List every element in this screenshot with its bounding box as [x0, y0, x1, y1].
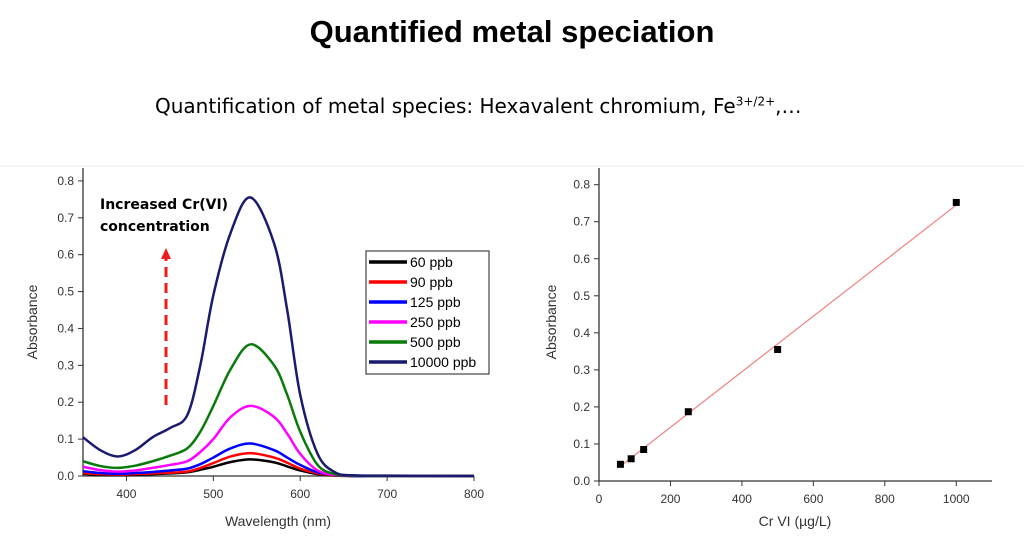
- subtitle-text: Quantification of metal species: Hexaval…: [155, 94, 736, 118]
- legend-label: 250 ppb: [410, 314, 461, 330]
- left-y-tick-label: 0.1: [57, 432, 74, 446]
- legend-box: [365, 250, 490, 375]
- right-y-tick-label: 0.7: [573, 215, 590, 229]
- right-x-tick-label: 400: [732, 492, 752, 506]
- annotation-line-2: concentration: [100, 219, 210, 235]
- data-point: [684, 408, 692, 416]
- right-y-axis-label: Absorbance: [543, 284, 559, 359]
- slide-title: Quantified metal speciation: [309, 14, 715, 49]
- right-x-tick-label: 600: [803, 492, 823, 506]
- right-x-tick-label: 1000: [943, 492, 970, 506]
- data-point: [640, 446, 648, 454]
- legend: 60 ppb 90 ppb 125 ppb 250 ppb 500 ppb 10000 p…: [365, 250, 490, 375]
- right-x-axis-label: Cr VI (µg/L): [759, 513, 832, 529]
- right-y-tick-label: 0.2: [573, 400, 590, 414]
- annotation-line-1: Increased Cr(VI): [100, 197, 228, 213]
- subtitle-superscript: 3+/2+: [735, 94, 776, 109]
- right-y-tick-label: 0.4: [573, 326, 590, 340]
- subtitle-ellipsis: ,…: [775, 94, 802, 118]
- left-x-tick-label: 600: [290, 487, 310, 501]
- right-x-tick-label: 800: [875, 492, 895, 506]
- slide-subtitle: Quantification of metal species: Hexaval…: [155, 94, 802, 118]
- annotation-arrow-head: [161, 248, 171, 259]
- left-x-tick-label: 700: [377, 487, 397, 501]
- right-y-tick-label: 0.5: [573, 289, 590, 303]
- right-y-tick-label: 0.6: [573, 252, 590, 266]
- right-x-tick-label: 200: [660, 492, 680, 506]
- left-y-tick-label: 0.6: [57, 248, 74, 262]
- legend-label: 90 ppb: [410, 274, 453, 290]
- legend-label: 500 ppb: [410, 334, 461, 350]
- right-x-tick-label: 0: [596, 492, 603, 506]
- legend-label: 125 ppb: [410, 294, 461, 310]
- right-y-tick-label: 0.1: [573, 437, 590, 451]
- data-point: [616, 460, 624, 468]
- right-y-tick-label: 0.8: [573, 178, 590, 192]
- left-y-tick-label: 0.3: [57, 358, 74, 372]
- right-y-tick-label: 0.3: [573, 363, 590, 377]
- right-y-tick-label: 0.0: [573, 474, 590, 488]
- left-y-tick-label: 0.7: [57, 211, 74, 225]
- left-x-axis-label: Wavelength (nm): [225, 513, 331, 529]
- left-y-tick-label: 0.8: [57, 174, 74, 188]
- legend-label: 60 ppb: [410, 254, 453, 270]
- spectrum-line-500-ppb: [82, 343, 475, 478]
- left-y-tick-label: 0.4: [57, 321, 74, 335]
- left-x-tick-label: 500: [203, 487, 223, 501]
- data-point: [952, 198, 960, 206]
- left-y-tick-label: 0.2: [57, 395, 74, 409]
- calibration-chart: Cr VI (µg/L) Absorbance 0 200 400 600 800 100…: [543, 168, 992, 529]
- legend-label: 10000 ppb: [410, 354, 476, 370]
- spectrum-line-10000-ppb: [82, 196, 475, 478]
- spectrum-line-250-ppb: [82, 404, 475, 478]
- fit-line: [620, 204, 957, 467]
- spectra-chart: Wavelength (nm) Absorbance Increased Cr(…: [24, 168, 490, 529]
- data-point: [774, 346, 782, 354]
- left-y-tick-label: 0.5: [57, 285, 74, 299]
- left-y-axis-label: Absorbance: [24, 284, 40, 359]
- left-x-tick-label: 800: [464, 487, 484, 501]
- data-point: [627, 455, 635, 463]
- left-x-tick-label: 400: [116, 487, 136, 501]
- left-y-tick-label: 0.0: [57, 469, 74, 483]
